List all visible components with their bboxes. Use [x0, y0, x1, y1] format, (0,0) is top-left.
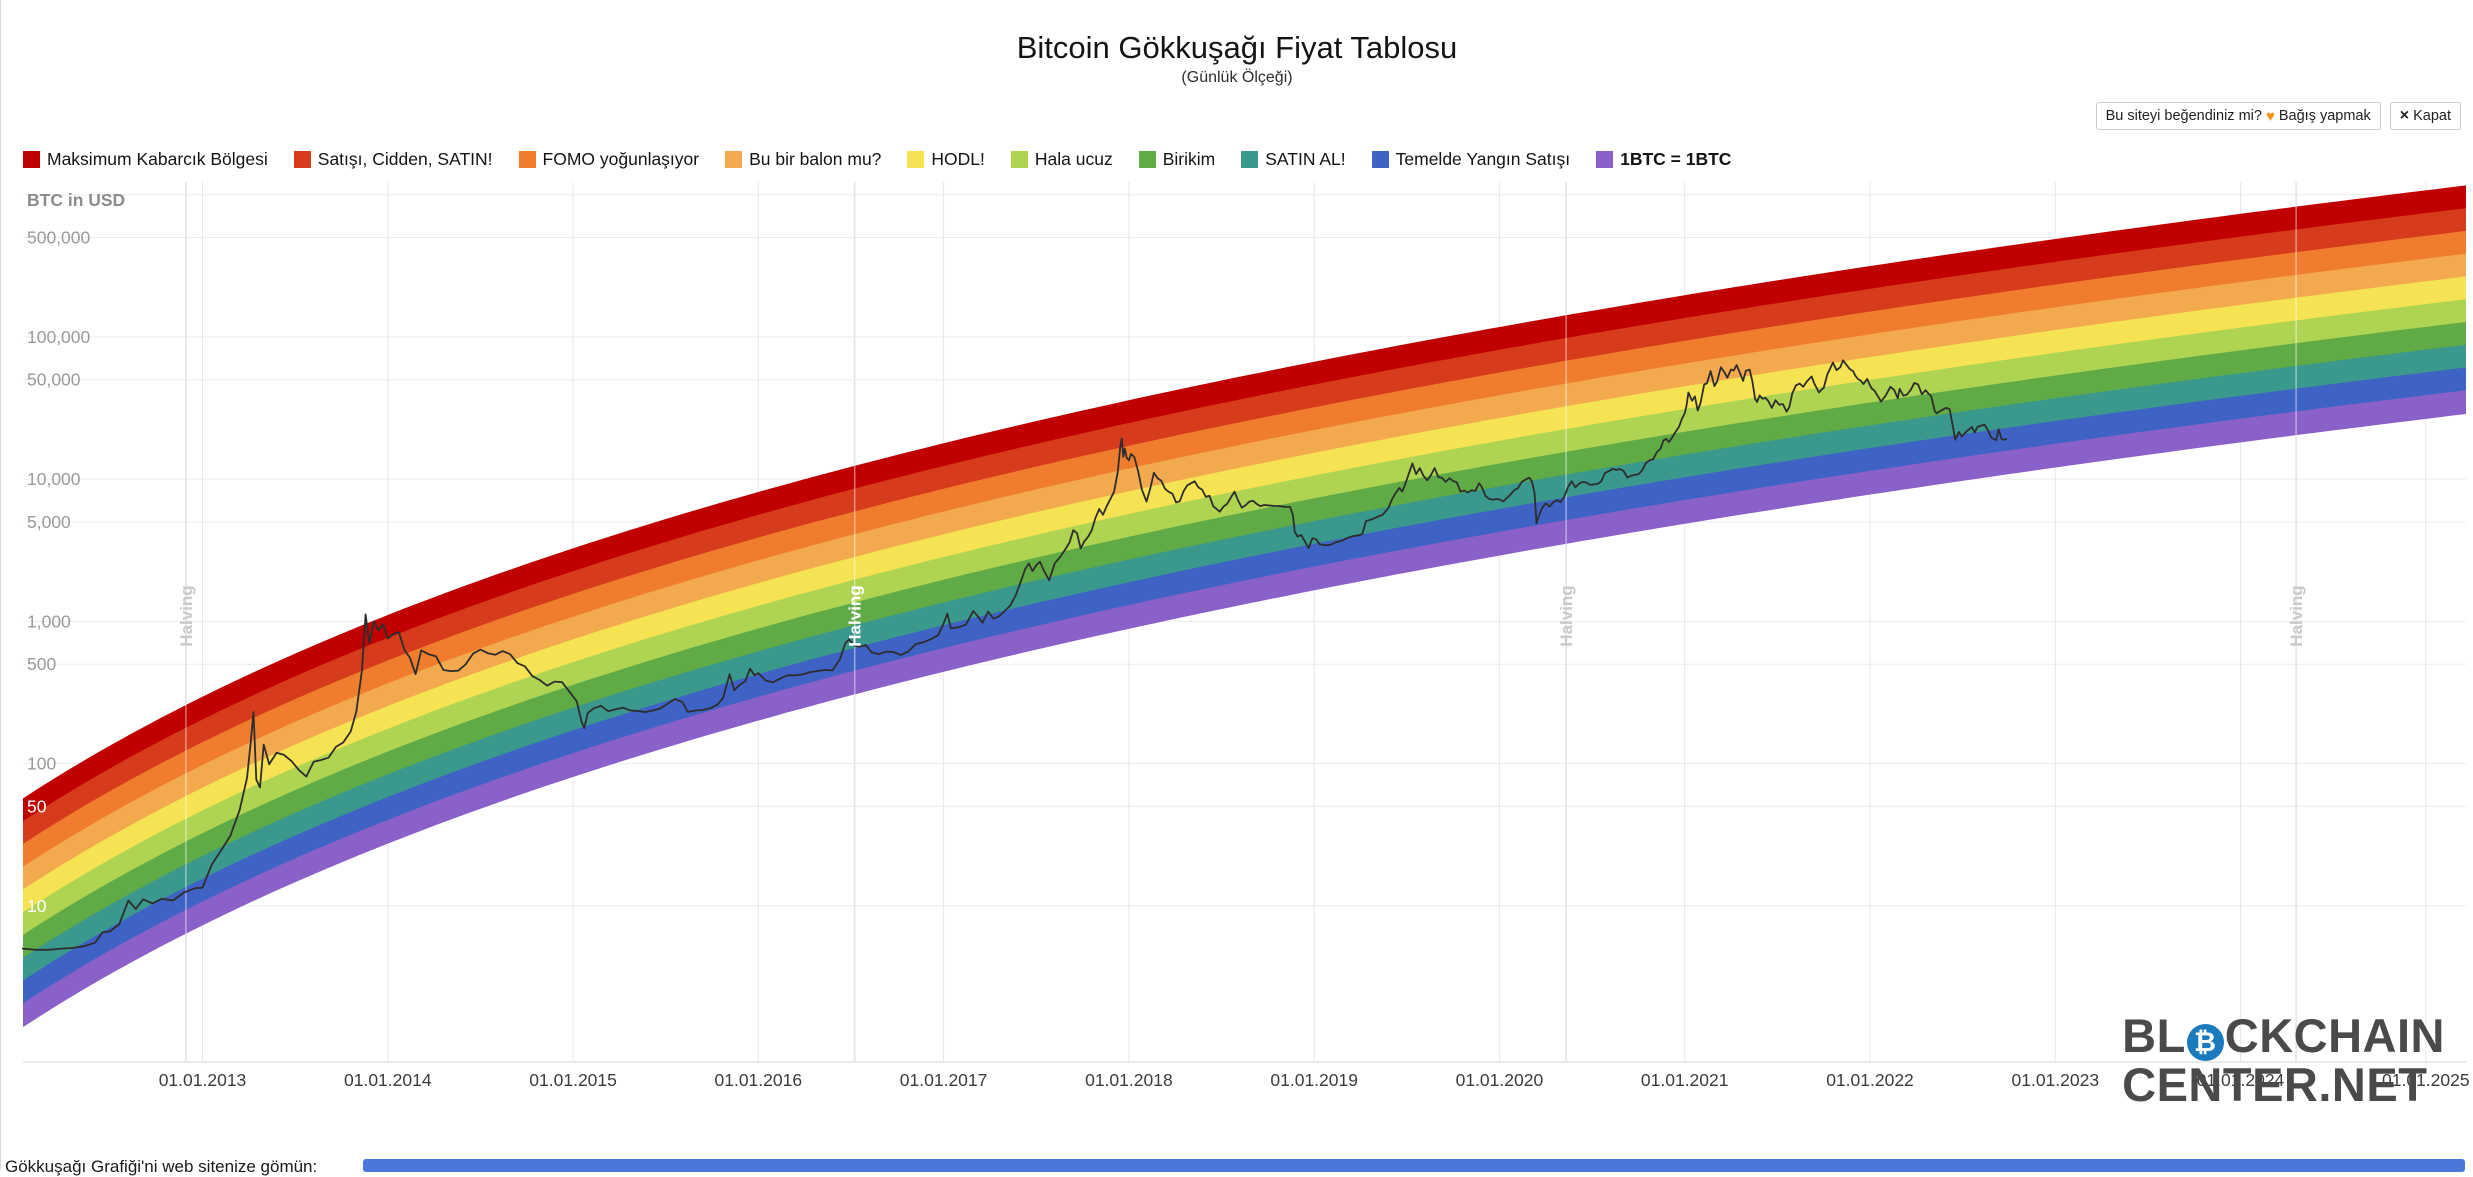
- btc-price-line: [21, 359, 2008, 951]
- y-tick-label: 10: [27, 896, 47, 916]
- x-tick-label: 01.01.2020: [1456, 1070, 1544, 1090]
- topbar: Bu siteyi beğendiniz mi? ♥ Bağış yapmak …: [2095, 102, 2461, 130]
- legend-swatch: [518, 151, 536, 168]
- x-axis-labels: 01.01.2013 01.01.2014 01.01.2015 01.01.2016…: [159, 1070, 2470, 1090]
- y-tick-label: 100,000: [27, 327, 91, 347]
- y-axis-labels: BTC in USD 500,000 100,000 50,000 10,000 5,00…: [27, 190, 125, 916]
- logo-coin-icon: ₿: [2186, 1024, 2224, 1062]
- rainbow-bands: [23, 185, 2466, 1028]
- halving-label: Halving: [1557, 585, 1576, 646]
- close-button[interactable]: × Kapat: [2389, 102, 2461, 130]
- legend-label: FOMO yoğunlaşıyor: [542, 149, 700, 169]
- x-tick-label: 01.01.2013: [159, 1070, 247, 1090]
- legend-swatch: [907, 151, 925, 168]
- halving-label: Halving: [177, 585, 196, 646]
- legend-swatch: [23, 151, 40, 168]
- legend-item-3: Bu bir balon mu?: [725, 149, 881, 170]
- x-tick-label: 01.01.2023: [2012, 1070, 2100, 1090]
- legend-label: Temelde Yangın Satışı: [1395, 149, 1571, 169]
- close-icon: ×: [2399, 107, 2410, 124]
- y-tick-label: 500,000: [27, 228, 91, 248]
- blockchaincenter-logo: BL ₿ CKCHAIN CENTER.NET: [2122, 1012, 2445, 1109]
- x-tick-label: 01.01.2014: [344, 1070, 432, 1090]
- legend-item-7: SATIN AL!: [1241, 149, 1346, 170]
- legend-swatch: [725, 151, 743, 168]
- logo-line2: CENTER.NET: [2122, 1058, 2428, 1112]
- embed-chart-label: Gökkuşağı Grafiği'ni web sitenize gömün:: [5, 1157, 318, 1176]
- y-tick-label: 500: [27, 654, 56, 674]
- legend-item-1: Satışı, Cidden, SATIN!: [293, 149, 493, 170]
- halving-labels: Halving Halving Halving Halving: [177, 585, 2306, 646]
- legend-swatch: [1596, 151, 1614, 168]
- x-tick-label: 01.01.2016: [715, 1070, 803, 1090]
- legend-label: Birikim: [1162, 149, 1216, 169]
- halving-label: Halving: [846, 585, 865, 646]
- x-tick-label: 01.01.2024: [2197, 1070, 2285, 1090]
- chart-legend: Maksimum Kabarcık Bölgesi Satışı, Cidden,…: [23, 149, 1731, 170]
- y-tick-label: 100: [27, 754, 56, 774]
- x-tick-label: 01.01.2022: [1826, 1070, 1914, 1090]
- heart-icon: ♥: [2265, 107, 2275, 125]
- legend-item-8: Temelde Yangın Satışı: [1371, 149, 1571, 170]
- x-tick-label: 01.01.2017: [900, 1070, 988, 1090]
- embed-code-field[interactable]: [363, 1159, 2465, 1172]
- legend-label: Hala ucuz: [1034, 149, 1113, 169]
- legend-item-0: Maksimum Kabarcık Bölgesi: [23, 149, 268, 170]
- y-axis-title: BTC in USD: [27, 190, 125, 210]
- legend-item-9: 1BTC = 1BTC: [1596, 149, 1731, 170]
- legend-item-5: Hala ucuz: [1010, 149, 1113, 170]
- donate-button[interactable]: Bu siteyi beğendiniz mi? ♥ Bağış yapmak: [2095, 102, 2381, 130]
- close-label: Kapat: [2413, 108, 2451, 124]
- donate-label: Bağış yapmak: [2278, 108, 2371, 124]
- halving-lines-overlay: [185, 182, 2297, 1062]
- legend-item-6: Birikim: [1138, 149, 1216, 170]
- legend-label: HODL!: [931, 149, 985, 169]
- legend-swatch: [1241, 151, 1259, 168]
- legend-swatch: [1138, 151, 1156, 168]
- x-tick-label: 01.01.2018: [1085, 1070, 1173, 1090]
- legend-label: SATIN AL!: [1265, 149, 1346, 169]
- y-tick-label: 10,000: [27, 469, 81, 489]
- page-title: Bitcoin Gökkuşağı Fiyat Tablosu: [1016, 30, 1458, 65]
- legend-swatch: [1371, 151, 1389, 168]
- y-tick-label: 50: [27, 796, 47, 816]
- y-tick-label: 1,000: [27, 611, 71, 631]
- x-tick-label: 01.01.2025: [2382, 1070, 2470, 1090]
- legend-item-4: HODL!: [907, 149, 985, 170]
- halving-label: Halving: [2287, 585, 2306, 646]
- y-tick-label: 5,000: [27, 512, 71, 532]
- legend-swatch: [293, 151, 311, 168]
- legend-swatch: [1010, 151, 1028, 168]
- page-subtitle: (Günlük Ölçeği): [1181, 69, 1293, 86]
- legend-label: Bu bir balon mu?: [749, 149, 882, 169]
- legend-label: Satışı, Cidden, SATIN!: [317, 149, 493, 169]
- rainbow-band-9: [23, 390, 2466, 1028]
- legend-label: 1BTC = 1BTC: [1620, 149, 1732, 169]
- logo-line1: BL ₿ CKCHAIN: [2122, 1009, 2445, 1062]
- x-tick-label: 01.01.2015: [529, 1070, 617, 1090]
- chart-header: Bitcoin Gökkuşağı Fiyat Tablosu (Günlük …: [1, 30, 2473, 87]
- legend-item-2: FOMO yoğunlaşıyor: [518, 149, 700, 170]
- like-question-label: Bu siteyi beğendiniz mi?: [2105, 108, 2262, 124]
- legend-label: Maksimum Kabarcık Bölgesi: [47, 149, 268, 169]
- y-tick-label: 50,000: [27, 370, 81, 390]
- x-tick-label: 01.01.2021: [1641, 1070, 1729, 1090]
- x-tick-label: 01.01.2019: [1270, 1070, 1358, 1090]
